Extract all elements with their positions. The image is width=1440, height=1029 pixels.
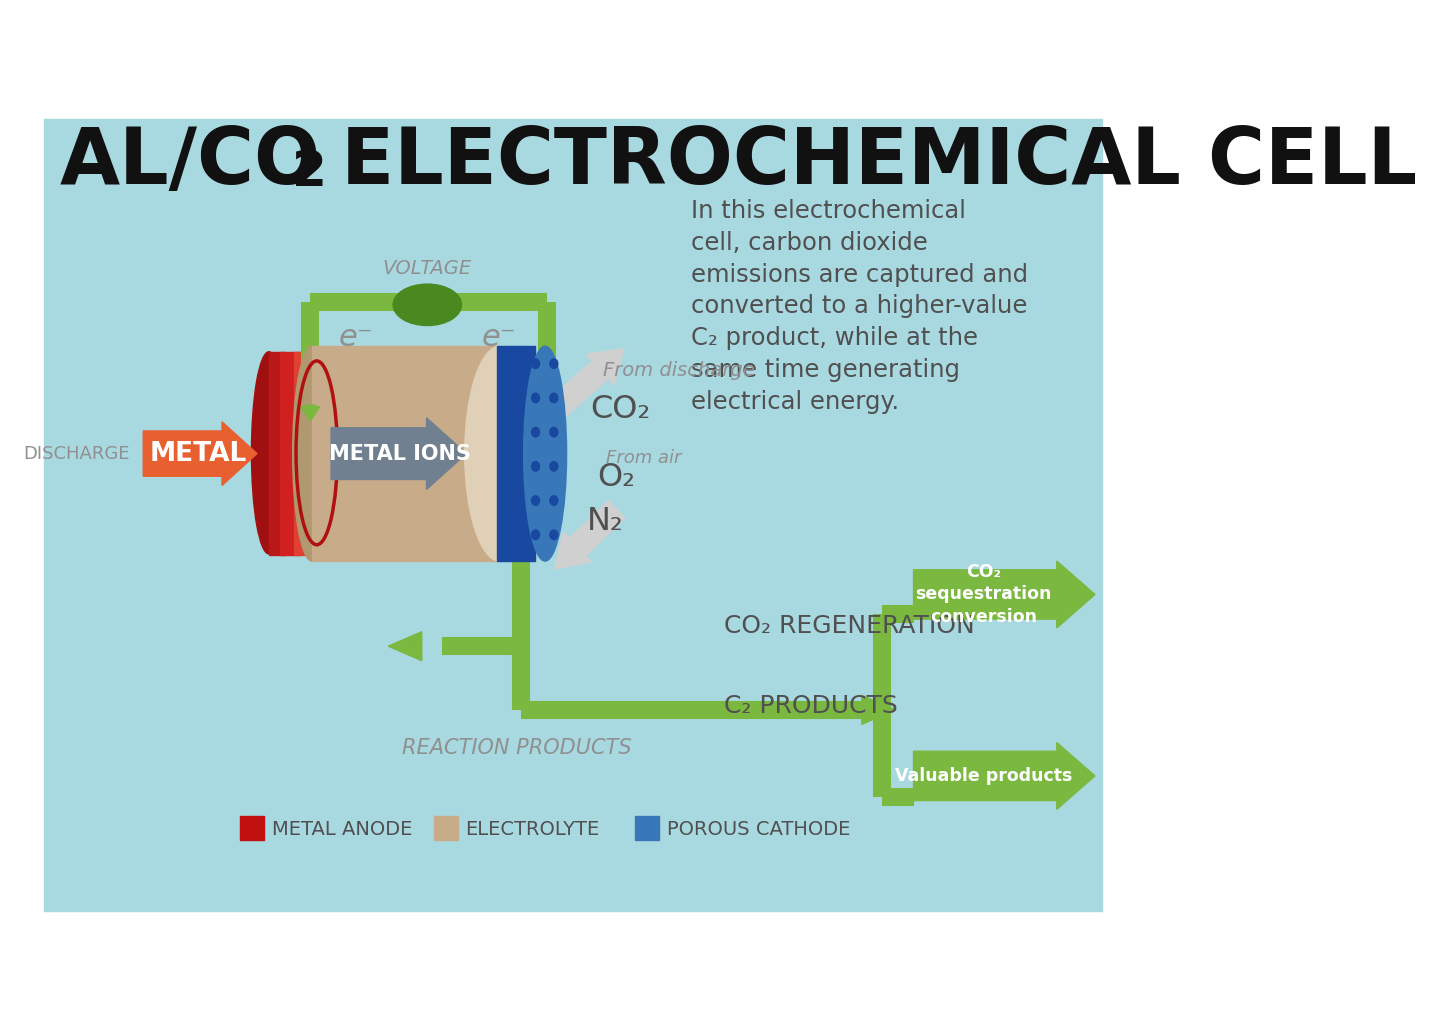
Text: ELECTROLYTE: ELECTROLYTE: [465, 820, 600, 839]
FancyArrow shape: [331, 418, 467, 490]
Text: From discharge: From discharge: [603, 361, 755, 381]
Text: C₂ PRODUCTS: C₂ PRODUCTS: [724, 694, 899, 718]
Bar: [635, 816, 660, 840]
Text: O₂: O₂: [596, 462, 635, 493]
Text: electrical energy.: electrical energy.: [691, 390, 899, 414]
Ellipse shape: [550, 462, 557, 471]
Bar: [312, 346, 500, 561]
Ellipse shape: [524, 346, 566, 561]
Text: CO₂ REGENERATION: CO₂ REGENERATION: [724, 614, 975, 638]
Ellipse shape: [550, 496, 557, 505]
Text: METAL IONS: METAL IONS: [328, 443, 471, 464]
Text: C₂ product, while at the: C₂ product, while at the: [691, 326, 978, 350]
FancyArrow shape: [543, 349, 624, 423]
Ellipse shape: [531, 496, 540, 505]
Text: CO₂
sequestration
conversion: CO₂ sequestration conversion: [916, 563, 1051, 626]
FancyArrow shape: [913, 561, 1094, 628]
Text: POROUS CATHODE: POROUS CATHODE: [667, 820, 850, 839]
Ellipse shape: [393, 284, 462, 325]
Text: ELECTROCHEMICAL CELL: ELECTROCHEMICAL CELL: [314, 125, 1417, 201]
FancyArrow shape: [861, 696, 896, 724]
Ellipse shape: [550, 427, 557, 437]
Ellipse shape: [531, 359, 540, 368]
Ellipse shape: [550, 530, 557, 539]
Ellipse shape: [465, 346, 534, 561]
Ellipse shape: [550, 393, 557, 402]
Bar: [294, 352, 317, 555]
Text: converted to a higher-value: converted to a higher-value: [691, 294, 1027, 318]
Text: emissions are captured and: emissions are captured and: [691, 262, 1028, 287]
Ellipse shape: [292, 346, 331, 561]
Text: e⁻: e⁻: [338, 323, 373, 352]
Ellipse shape: [297, 361, 337, 544]
Text: AL/CO: AL/CO: [59, 125, 321, 201]
FancyArrow shape: [554, 501, 625, 569]
Bar: [497, 346, 534, 561]
Text: METAL: METAL: [150, 440, 246, 466]
Text: In this electrochemical: In this electrochemical: [691, 199, 966, 223]
Text: CO₂: CO₂: [590, 394, 651, 425]
Bar: [433, 816, 458, 840]
Text: REACTION PRODUCTS: REACTION PRODUCTS: [402, 738, 632, 757]
FancyArrow shape: [389, 632, 422, 661]
Ellipse shape: [550, 359, 557, 368]
FancyArrow shape: [301, 405, 320, 421]
Text: From air: From air: [606, 449, 681, 466]
Ellipse shape: [300, 366, 334, 539]
Text: 2: 2: [292, 148, 327, 196]
Text: same time generating: same time generating: [691, 358, 959, 382]
Ellipse shape: [252, 352, 287, 554]
Text: cell, carbon dioxide: cell, carbon dioxide: [691, 230, 927, 255]
Bar: [269, 352, 285, 555]
Ellipse shape: [531, 393, 540, 402]
Ellipse shape: [531, 530, 540, 539]
FancyArrow shape: [143, 422, 256, 486]
Ellipse shape: [531, 462, 540, 471]
Text: VOLTAGE: VOLTAGE: [383, 258, 472, 278]
Text: e⁻: e⁻: [481, 323, 517, 352]
Bar: [281, 352, 300, 555]
Text: N₂: N₂: [588, 506, 624, 537]
Text: Valuable products: Valuable products: [894, 767, 1073, 785]
Text: DISCHARGE: DISCHARGE: [23, 445, 130, 463]
FancyArrow shape: [539, 405, 557, 421]
Text: METAL ANODE: METAL ANODE: [272, 820, 412, 839]
FancyArrow shape: [913, 743, 1094, 810]
Bar: [240, 816, 264, 840]
Ellipse shape: [531, 427, 540, 437]
